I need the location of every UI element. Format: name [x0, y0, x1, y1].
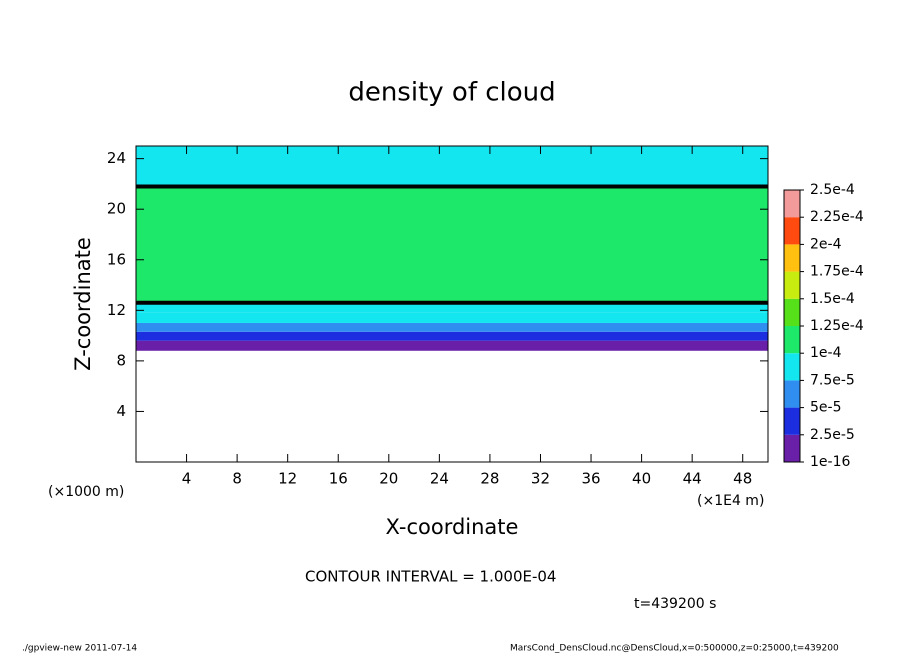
chart-title: density of cloud	[348, 78, 555, 108]
y-axis-label: Z-coordinate	[71, 237, 95, 371]
x-tick-label: 20	[379, 470, 398, 488]
x-axis-label: X-coordinate	[386, 515, 519, 539]
x-tick-label: 48	[733, 470, 752, 488]
colorbar-swatch	[784, 244, 800, 272]
colorbar-swatch	[784, 271, 800, 299]
colorbar-swatch	[784, 380, 800, 408]
y-tick-label: 16	[107, 250, 126, 268]
x-tick-label: 36	[581, 470, 600, 488]
colorbar-swatch	[784, 434, 800, 462]
colorbar-label: 7.5e-5	[810, 372, 855, 388]
time-label: t=439200 s	[634, 596, 716, 612]
colorbar-label: 2.25e-4	[810, 209, 864, 225]
colorbar-swatch	[784, 407, 800, 435]
x-tick-label: 28	[480, 470, 499, 488]
footer-right: MarsCond_DensCloud.nc@DensCloud,x=0:5000…	[510, 644, 839, 654]
colorbar-label: 2.5e-5	[810, 427, 855, 443]
colorbar-label: 1.25e-4	[810, 318, 864, 334]
colorbar-swatch	[784, 298, 800, 326]
y-unit: (×1000 m)	[48, 484, 124, 500]
y-tick-label: 20	[107, 200, 126, 218]
colorbar-label: 1e-4	[810, 345, 842, 361]
colorbar-swatch	[784, 190, 800, 218]
y-tick-label: 12	[107, 301, 126, 319]
colorbar-swatch	[784, 326, 800, 354]
colorbar-label: 1e-16	[810, 454, 850, 470]
colorbar-label: 1.75e-4	[810, 264, 864, 280]
x-tick-label: 32	[531, 470, 550, 488]
field-band	[136, 146, 768, 187]
colorbar-label: 2.5e-4	[810, 182, 855, 198]
x-tick-label: 12	[278, 470, 297, 488]
x-tick-label: 40	[632, 470, 651, 488]
x-unit: (×1E4 m)	[697, 493, 764, 509]
plot-frame	[135, 145, 769, 463]
x-tick-label: 8	[232, 470, 242, 488]
field-band	[136, 340, 768, 351]
y-tick-label: 4	[116, 402, 126, 420]
x-tick-label: 44	[683, 470, 702, 488]
field-band	[136, 331, 768, 341]
footer-left: ./gpview-new 2011-07-14	[22, 644, 137, 654]
colorbar-label: 1.5e-4	[810, 291, 855, 307]
x-tick-label: 4	[182, 470, 192, 488]
x-tick-label: 16	[329, 470, 348, 488]
y-tick-label: 8	[116, 351, 126, 369]
field-band	[136, 322, 768, 332]
field-band	[136, 186, 768, 303]
field-band	[136, 312, 768, 323]
y-tick-label: 24	[107, 149, 126, 167]
colorbar-label: 5e-5	[810, 400, 841, 416]
colorbar-label: 2e-4	[810, 236, 842, 252]
colorbar-swatch	[784, 353, 800, 381]
contour-interval: CONTOUR INTERVAL = 1.000E-04	[305, 568, 556, 586]
field-band	[136, 302, 768, 313]
x-tick-label: 24	[430, 470, 449, 488]
colorbar-swatch	[784, 217, 800, 245]
